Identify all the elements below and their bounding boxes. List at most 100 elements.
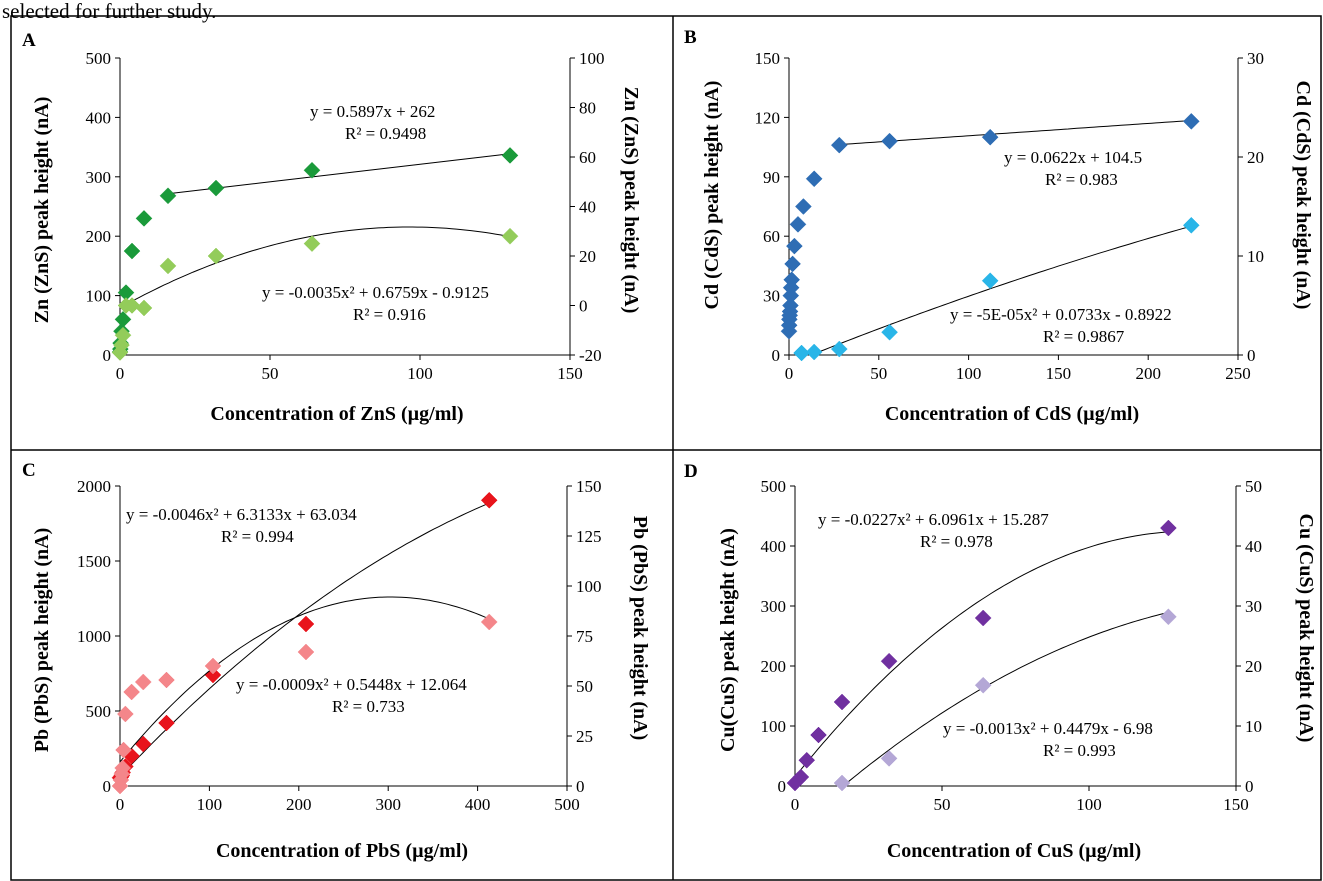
r-squared: R² = 0.916 — [353, 305, 426, 324]
x-tick-label: 100 — [1076, 795, 1102, 814]
data-point — [135, 210, 153, 227]
data-point — [207, 247, 225, 265]
x-tick-label: 150 — [1046, 364, 1072, 383]
data-point — [158, 714, 175, 732]
trendline — [119, 596, 490, 763]
trendline — [119, 502, 490, 777]
figure-border — [10, 15, 1322, 881]
data-point — [782, 297, 799, 314]
x-tick-label: 250 — [1225, 364, 1251, 383]
equation: y = -0.0227x² + 6.0961x + 15.287 — [818, 510, 1049, 529]
r-squared: R² = 0.978 — [920, 532, 993, 551]
data-point — [123, 297, 141, 314]
equation: y = 0.5897x + 262 — [310, 102, 435, 121]
y2-tick-label: 125 — [576, 527, 602, 546]
y-tick-label: 0 — [778, 777, 787, 796]
x-tick-label: 150 — [557, 364, 583, 383]
y-tick-label: 0 — [103, 346, 112, 365]
panel-a: A Zn (ZnS) peak height (nA) Zn (ZnS) pea… — [22, 30, 642, 425]
data-point — [159, 257, 177, 275]
y2-tick-label: 20 — [1245, 657, 1262, 676]
y2-tick-label: 80 — [579, 99, 596, 118]
data-point — [1160, 519, 1177, 537]
y2-tick-label: 60 — [579, 148, 596, 167]
data-point — [784, 255, 801, 273]
y-tick-label: 500 — [761, 477, 787, 496]
data-point — [1160, 608, 1177, 626]
data-point — [204, 657, 222, 675]
y2-tick-label: 30 — [1247, 49, 1264, 68]
y-axis-label: Pb (PbS) peak height (nA) — [31, 528, 53, 752]
data-point — [974, 609, 992, 627]
y-tick-label: 300 — [761, 597, 787, 616]
data-point — [159, 187, 177, 205]
y-tick-label: 1000 — [77, 627, 111, 646]
x-axis-label: Concentration of PbS (µg/ml) — [216, 840, 468, 862]
y2-axis-label: Cd (CdS) peak height (nA) — [1292, 81, 1314, 310]
data-point — [134, 735, 152, 753]
data-point — [792, 768, 810, 786]
y-tick-label: 2000 — [77, 477, 111, 496]
y-tick-label: 500 — [86, 702, 112, 721]
y-tick-label: 500 — [86, 49, 112, 68]
header-text: selected for further study. — [2, 0, 216, 23]
x-tick-label: 50 — [934, 795, 951, 814]
equation: y = -0.0009x² + 0.5448x + 12.064 — [236, 675, 467, 694]
data-point — [880, 750, 898, 767]
data-point — [830, 136, 848, 154]
y-tick-label: 150 — [755, 49, 781, 68]
y2-tick-label: 150 — [576, 477, 602, 496]
y-tick-label: 100 — [761, 717, 787, 736]
y-tick-label: 400 — [761, 537, 787, 556]
y2-tick-label: 100 — [579, 49, 605, 68]
x-tick-label: 100 — [407, 364, 433, 383]
data-point — [786, 237, 803, 255]
x-tick-label: 0 — [116, 364, 125, 383]
y-tick-label: 100 — [86, 287, 112, 306]
y-tick-label: 400 — [86, 108, 112, 127]
data-point — [795, 198, 812, 215]
data-point — [134, 673, 152, 691]
x-tick-label: 300 — [375, 795, 401, 814]
equation: y = -0.0013x² + 0.4479x - 6.98 — [943, 719, 1153, 738]
panel-label: C — [22, 460, 36, 481]
data-point — [501, 147, 519, 164]
data-point — [207, 179, 225, 197]
chart-marks: 0 50 100 1500100200300400500-20020406080100… — [77, 49, 1264, 814]
y2-tick-label: 50 — [576, 677, 593, 696]
r-squared: R² = 0.983 — [1045, 170, 1118, 189]
x-tick-label: 50 — [262, 364, 279, 383]
data-point — [114, 759, 132, 777]
x-tick-label: 100 — [197, 795, 223, 814]
y2-tick-label: 0 — [1245, 777, 1254, 796]
x-tick-label: 150 — [1223, 795, 1249, 814]
equation: y = -0.0046x² + 6.3133x + 63.034 — [126, 505, 357, 524]
data-point — [117, 705, 134, 723]
data-point — [123, 683, 140, 701]
data-point — [158, 671, 175, 689]
x-tick-label: 50 — [870, 364, 887, 383]
x-tick-label: 0 — [785, 364, 794, 383]
data-point — [805, 170, 823, 188]
y2-tick-label: 10 — [1247, 247, 1264, 266]
data-point — [480, 613, 498, 631]
y2-tick-label: 0 — [579, 297, 588, 316]
trendline — [841, 611, 1169, 788]
x-tick-label: 0 — [116, 795, 125, 814]
data-point — [501, 227, 519, 245]
data-point — [297, 615, 315, 633]
y2-tick-label: 20 — [1247, 148, 1264, 167]
y-tick-label: 90 — [763, 168, 780, 187]
data-point — [810, 726, 827, 744]
data-point — [297, 643, 315, 661]
data-point — [974, 676, 992, 694]
r-squared: R² = 0.9498 — [345, 124, 426, 143]
panel-label: D — [684, 461, 698, 482]
trendline — [794, 531, 1169, 778]
y-tick-label: 200 — [761, 657, 787, 676]
x-tick-label: 200 — [286, 795, 312, 814]
data-point — [303, 235, 321, 252]
data-point — [1182, 113, 1200, 130]
y2-tick-label: 25 — [576, 727, 593, 746]
